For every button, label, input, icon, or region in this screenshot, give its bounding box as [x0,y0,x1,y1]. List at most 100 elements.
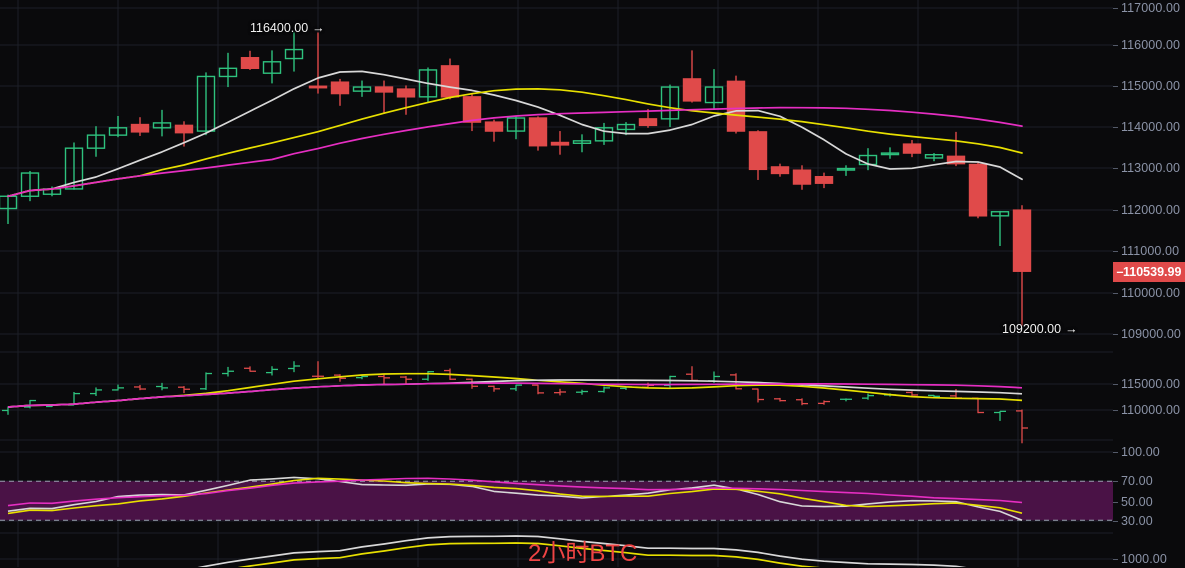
ohlc-bar[interactable] [400,376,412,385]
candle-down[interactable] [440,58,460,100]
candle-body [990,211,1010,217]
candle-down[interactable] [682,50,702,103]
candle-down[interactable] [330,78,350,106]
ohlc-bar[interactable] [686,366,698,382]
ohlc-bar[interactable] [134,384,146,391]
sub-axis-label: 115000.00 [1121,377,1181,391]
ohlc-bar[interactable] [598,386,610,393]
candle-down[interactable] [550,131,570,155]
candle-down[interactable] [748,130,768,180]
ohlc-bar[interactable] [378,374,390,385]
candle-down[interactable] [1012,205,1032,326]
candle-up[interactable] [506,116,526,140]
candle-down[interactable] [638,109,658,128]
candle-down[interactable] [308,32,328,94]
price-axis[interactable]: 117000.00 116000.00 115000.00 114000.00 1130… [1113,0,1185,567]
candle-down[interactable] [462,94,482,132]
candle-down[interactable] [902,140,922,158]
candle-body [792,169,812,185]
candle-up[interactable] [880,147,900,159]
ohlc-bar[interactable] [156,382,168,391]
candle-down[interactable] [814,172,834,189]
ohlc-bar[interactable] [244,366,256,372]
candle-up[interactable] [572,134,592,153]
candle-down[interactable] [374,80,394,114]
candle-down[interactable] [726,75,746,134]
ohlc-bar[interactable] [24,399,36,409]
ohlc-bar[interactable] [840,398,852,402]
ohlc-bar[interactable] [818,400,830,405]
ohlc-bar[interactable] [312,361,324,379]
candle-up[interactable] [418,67,438,103]
ohlc-bar[interactable] [488,385,500,392]
ohlc-bar[interactable] [112,384,124,391]
ohlc-bar[interactable] [178,386,190,394]
ohlc-bar[interactable] [972,397,984,414]
candle-down[interactable] [396,85,416,115]
candle-up[interactable] [152,109,172,137]
chart-plot-area[interactable] [0,0,1113,567]
ohlc-bar[interactable] [288,361,300,373]
candle-down[interactable] [130,117,150,136]
price-axis-label: 114000.00 [1121,120,1181,134]
ohlc-bar[interactable] [200,372,212,390]
ohlc-bar[interactable] [906,391,918,397]
axis-tick [1113,251,1118,252]
candle-down[interactable] [946,131,966,167]
candle-body [572,140,592,144]
ohlc-bar[interactable] [752,388,764,403]
ohlc-bar[interactable] [422,371,434,381]
candle-up[interactable] [858,148,878,171]
candle-body [196,75,216,132]
annotation-value: 109200.00 [1002,322,1062,336]
candle-up[interactable] [924,153,944,162]
ohlc-bar[interactable] [90,387,102,396]
ohlc-bar[interactable] [862,393,874,400]
candle-body [1012,209,1032,272]
price-annotation: 116400.00 → [250,21,325,35]
candle-up[interactable] [196,72,216,136]
ohlc-bar[interactable] [554,388,566,396]
candle-down[interactable] [528,116,548,151]
candle-up[interactable] [352,80,372,97]
candle-down[interactable] [770,163,790,177]
axis-tick [1113,86,1118,87]
ohlc-bar[interactable] [774,397,786,402]
ohlc-bar[interactable] [222,366,234,377]
candle-body [396,88,416,98]
candle-up[interactable] [704,69,724,110]
candle-up[interactable] [108,115,128,138]
candle-down[interactable] [240,50,260,70]
ohlc-bar[interactable] [2,406,14,415]
candle-down[interactable] [484,119,504,142]
candle-up[interactable] [86,126,106,157]
axis-tick [1113,210,1118,211]
candle-down[interactable] [792,165,812,190]
ohlc-bar[interactable] [928,394,940,398]
candle-up[interactable] [594,122,614,145]
candle-body [330,81,350,95]
ohlc-bar[interactable] [1016,409,1028,444]
candle-up[interactable] [990,210,1010,246]
ohlc-bar[interactable] [266,366,278,376]
candle-up[interactable] [836,165,856,176]
current-price-tag[interactable]: –110539.99 [1113,262,1185,282]
axis-tick [1113,521,1118,522]
ohlc-bar[interactable] [664,375,676,388]
candle-up[interactable] [262,50,282,84]
candle-up[interactable] [218,52,238,88]
candle-up[interactable] [20,171,40,202]
candle-up[interactable] [660,84,680,127]
ohlc-bar[interactable] [796,398,808,406]
ohlc-bar[interactable] [994,410,1006,421]
ohlc-bar[interactable] [334,374,346,382]
ohlc-bar[interactable] [532,384,544,395]
candle-down[interactable] [968,162,988,219]
candle-up[interactable] [284,32,304,72]
candle-body [726,80,746,132]
ohlc-bar[interactable] [576,389,588,395]
ohlc-bar[interactable] [510,384,522,392]
price-axis-label: 110000.00 [1121,286,1181,300]
candle-up[interactable] [0,194,18,224]
candle-body [352,86,372,92]
